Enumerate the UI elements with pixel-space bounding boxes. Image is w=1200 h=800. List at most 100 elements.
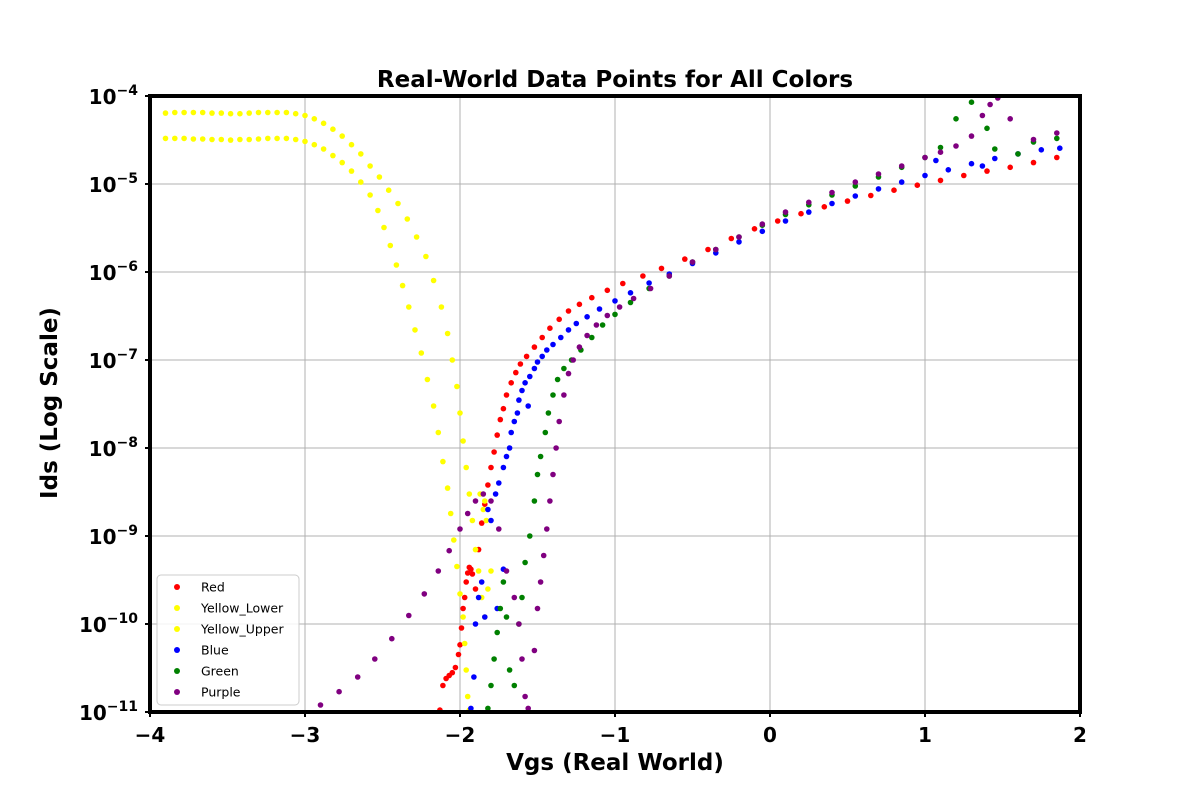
- data-points: [162, 95, 1063, 713]
- data-point: [506, 667, 513, 673]
- data-point: [181, 135, 187, 142]
- data-point: [525, 403, 531, 409]
- data-point: [283, 109, 290, 116]
- data-point: [457, 526, 463, 532]
- data-point: [172, 109, 178, 116]
- data-point: [829, 189, 835, 196]
- data-point: [480, 491, 487, 497]
- data-point: [395, 200, 401, 207]
- data-point: [358, 151, 364, 157]
- data-point: [438, 304, 445, 310]
- data-point: [1015, 151, 1021, 157]
- legend-box: [156, 574, 300, 706]
- data-point: [852, 183, 859, 189]
- y-tick-label: 10−9: [89, 523, 138, 549]
- x-tick-label: 1: [918, 723, 932, 747]
- data-point: [503, 614, 510, 620]
- data-point: [367, 163, 373, 169]
- data-point: [891, 187, 897, 193]
- data-point: [556, 418, 562, 425]
- data-point: [705, 246, 711, 253]
- data-point: [561, 392, 567, 398]
- data-point: [736, 234, 742, 240]
- data-point: [1054, 135, 1060, 142]
- data-point: [576, 344, 583, 350]
- data-point: [496, 526, 502, 532]
- data-point: [485, 705, 491, 712]
- data-point: [478, 579, 485, 585]
- data-point: [782, 218, 789, 224]
- data-point: [246, 110, 252, 116]
- data-point: [460, 438, 466, 444]
- data-point: [1054, 130, 1060, 136]
- data-point: [440, 682, 446, 689]
- legend-marker: [174, 647, 180, 653]
- data-point: [381, 224, 387, 231]
- data-point: [736, 239, 742, 245]
- data-point: [553, 445, 559, 451]
- data-point: [523, 353, 530, 360]
- data-point: [508, 429, 514, 436]
- data-point: [713, 246, 719, 253]
- x-tick-label: −4: [135, 723, 166, 747]
- y-tick-label: 10−10: [79, 611, 138, 637]
- data-point: [488, 498, 494, 504]
- data-point: [488, 568, 494, 574]
- data-point: [330, 126, 336, 132]
- data-point: [385, 187, 392, 193]
- data-point: [457, 642, 463, 648]
- data-point: [283, 135, 290, 142]
- data-point: [542, 429, 549, 436]
- data-point: [461, 594, 468, 601]
- data-point: [1007, 164, 1013, 171]
- data-point: [534, 359, 541, 365]
- data-point: [539, 334, 545, 341]
- data-point: [399, 282, 406, 289]
- data-point: [527, 533, 533, 539]
- data-point: [464, 510, 471, 517]
- data-point: [209, 136, 215, 143]
- data-point: [466, 491, 473, 497]
- data-point: [406, 612, 412, 619]
- data-point: [488, 682, 494, 689]
- x-tick-label: 2: [1073, 723, 1087, 747]
- data-point: [992, 155, 998, 162]
- data-point: [937, 177, 944, 184]
- y-tick-label: 10−7: [89, 347, 138, 373]
- data-point: [494, 432, 501, 438]
- data-point: [604, 312, 611, 319]
- data-point: [511, 682, 518, 689]
- data-point: [463, 667, 470, 673]
- data-point: [447, 510, 454, 517]
- data-point: [485, 506, 491, 513]
- data-point: [444, 485, 451, 491]
- data-point: [367, 192, 373, 198]
- data-point: [455, 651, 462, 658]
- data-point: [544, 347, 550, 353]
- data-point: [444, 330, 451, 337]
- data-point: [404, 216, 411, 222]
- data-point: [647, 285, 654, 292]
- data-point: [612, 311, 618, 318]
- data-point: [539, 353, 545, 360]
- data-point: [472, 546, 479, 553]
- data-point: [534, 605, 541, 612]
- data-point: [968, 160, 975, 167]
- data-point: [488, 517, 494, 524]
- data-point: [558, 334, 564, 341]
- data-point: [508, 380, 514, 386]
- legend-label: Blue: [201, 643, 229, 658]
- x-axis-label: Vgs (Real World): [506, 750, 724, 776]
- legend-label: Yellow_Upper: [200, 622, 284, 637]
- data-point: [570, 357, 576, 363]
- data-point: [358, 179, 364, 185]
- data-point: [565, 370, 572, 377]
- data-point: [418, 350, 425, 356]
- data-point: [209, 110, 215, 116]
- data-point: [821, 204, 828, 210]
- legend-marker: [174, 626, 180, 632]
- data-point: [488, 464, 494, 471]
- data-point: [953, 116, 959, 122]
- data-point: [218, 136, 225, 143]
- data-point: [421, 591, 428, 597]
